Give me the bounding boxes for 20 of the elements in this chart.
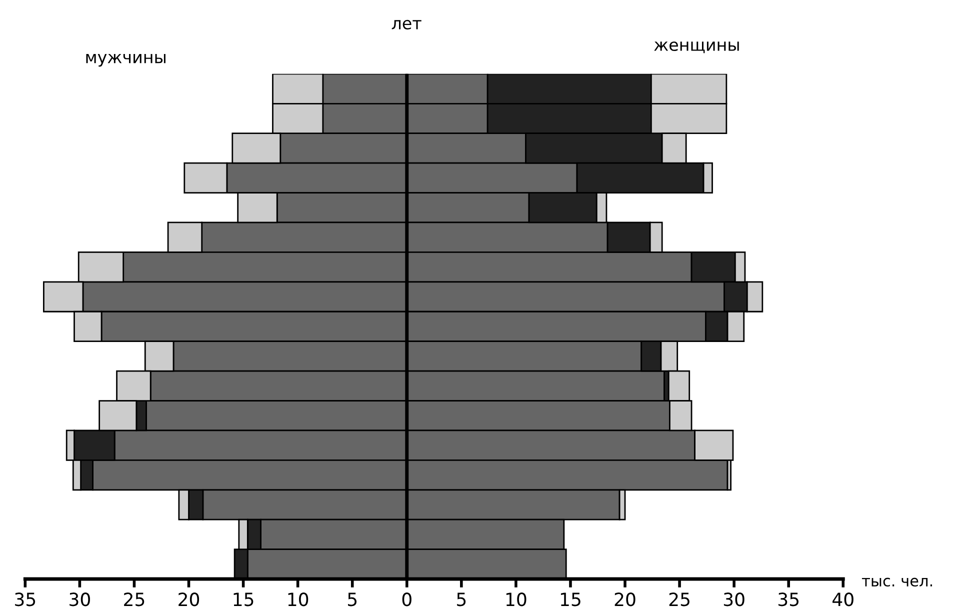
x-tick-label: 30 [724,592,744,606]
x-tick-label: 30 [70,592,90,606]
x-tick-label: 35 [778,592,799,606]
text: лет [392,20,422,30]
x-tick-label: 15 [234,592,254,606]
x-tick-label: 35 [15,592,36,606]
x-tick-label: 10 [506,592,526,606]
text: мужчины [86,54,166,67]
x-tick-label: 10 [288,592,308,606]
x-tick-label: 15 [560,592,580,606]
x-tick-label: 25 [669,592,690,606]
x-axis-title: тыс. чел. [862,578,932,587]
x-tick-label: 25 [124,592,144,606]
x-tick-label: 20 [614,592,636,606]
x-tick-label: 40 [832,592,854,606]
x-tick-label: 0 [402,592,412,606]
text: женщины [654,41,739,54]
x-tick-label: 5 [457,592,466,606]
x-tick-label: 20 [178,592,200,606]
x-tick-label: 5 [348,592,357,606]
